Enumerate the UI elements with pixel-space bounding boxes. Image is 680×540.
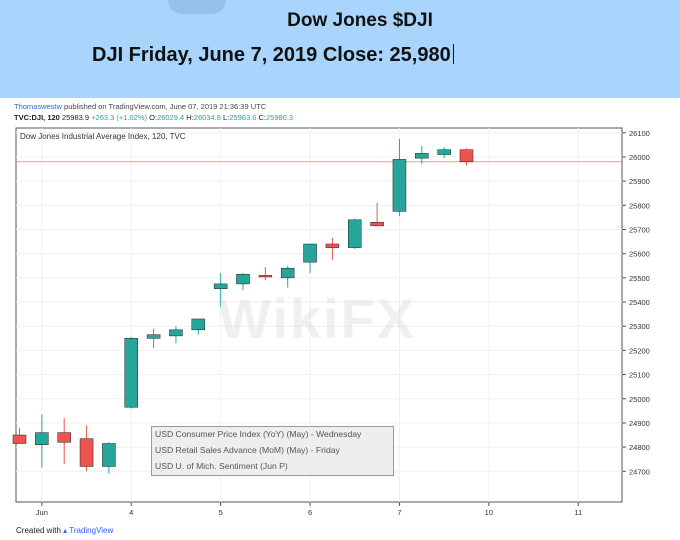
y-tick-label: 25400 [629,298,650,307]
footer-brand[interactable]: TradingView [69,526,114,535]
watermark-badge [168,0,226,14]
x-tick-label: 11 [574,508,582,517]
candle-body[interactable] [102,443,116,467]
legend-event-3: USD U. of Mich. Sentiment (Jun P) [155,461,288,471]
text-cursor [452,44,454,64]
candle-body[interactable] [258,275,273,278]
candle-body[interactable] [191,318,206,331]
candle-body[interactable] [213,283,228,289]
footer-credit: Created with ▴ TradingView [16,526,113,535]
banner-subtitle-text: DJI Friday, June 7, 2019 Close: 25,980 [92,44,451,66]
x-tick-label: 7 [397,508,401,517]
y-tick-label: 25800 [629,201,650,210]
candle-body[interactable] [35,432,49,445]
candle-body[interactable] [57,432,71,443]
candle-body[interactable] [392,159,407,212]
x-tick-label: 4 [129,508,133,517]
y-tick-label: 24700 [629,467,650,476]
x-tick-label: 6 [308,508,312,517]
candle-body[interactable] [79,438,94,467]
candle-body[interactable] [437,149,451,155]
y-tick-label: 25900 [629,177,650,186]
legend-event-1: USD Consumer Price Index (YoY) (May) - W… [155,429,362,439]
publish-text: published on TradingView.com, June 07, 2… [64,102,267,111]
title-banner: Dow Jones $DJI DJI Friday, June 7, 2019 … [0,0,680,98]
low-label: L: [223,113,230,122]
footer-prefix: Created with [16,526,61,535]
events-legend: USD Consumer Price Index (YoY) (May) - W… [151,426,394,476]
legend-event-2: USD Retail Sales Advance (MoM) (May) - F… [155,445,340,455]
candle-body[interactable] [325,243,340,248]
x-tick-label: 5 [219,508,223,517]
candle-body[interactable] [370,221,384,227]
close-label: C: [258,113,266,122]
y-tick-label: 24900 [629,419,650,428]
candle-body[interactable] [236,273,250,285]
candle-body[interactable] [459,149,474,163]
open-value: 26029.4 [157,113,185,122]
high-label: H: [186,113,194,122]
y-tick-label: 24800 [629,443,650,452]
candle-body[interactable] [280,267,295,279]
tradingview-logo-icon: ▴ [63,526,68,535]
candle-body[interactable] [415,153,429,159]
watermark-text: WikiFX [218,287,417,350]
candle-body[interactable] [12,434,27,444]
author-link[interactable]: Thomaswestw [14,102,62,111]
candle-body[interactable] [348,219,362,248]
y-tick-label: 25200 [629,346,650,355]
y-tick-label: 26000 [629,153,650,162]
y-tick-label: 26100 [629,129,650,138]
low-value: 25963.6 [229,113,257,122]
y-tick-label: 25700 [629,226,650,235]
y-tick-label: 25500 [629,274,650,283]
ohlc-info: TVC:DJI, 120 25983.9 +263.3 (+1.02%) O:2… [14,113,293,122]
y-tick-label: 25100 [629,371,650,380]
last-price: 25983.9 [61,113,90,122]
close-value: 25980.3 [265,113,294,122]
chart-title: Dow Jones Industrial Average Index, 120,… [20,132,186,141]
candle-body[interactable] [124,338,138,408]
candle-body[interactable] [146,334,161,339]
banner-title: Dow Jones $DJI [287,10,433,31]
x-tick-label: 10 [485,508,493,517]
banner-subtitle: DJI Friday, June 7, 2019 Close: 25,980 [92,44,454,67]
candle-body[interactable] [169,329,183,337]
y-tick-label: 25600 [629,250,650,259]
price-change: +263.3 (+1.02%) [91,113,148,122]
publish-info: Thomaswestw published on TradingView.com… [14,102,266,111]
open-label: O: [149,113,158,122]
x-tick-label: Jun [36,508,48,517]
y-tick-label: 25000 [629,395,650,404]
symbol-label: TVC:DJI, 120 [14,113,60,122]
y-tick-label: 25300 [629,322,650,331]
high-value: 26034.8 [193,113,221,122]
candle-body[interactable] [303,243,317,263]
